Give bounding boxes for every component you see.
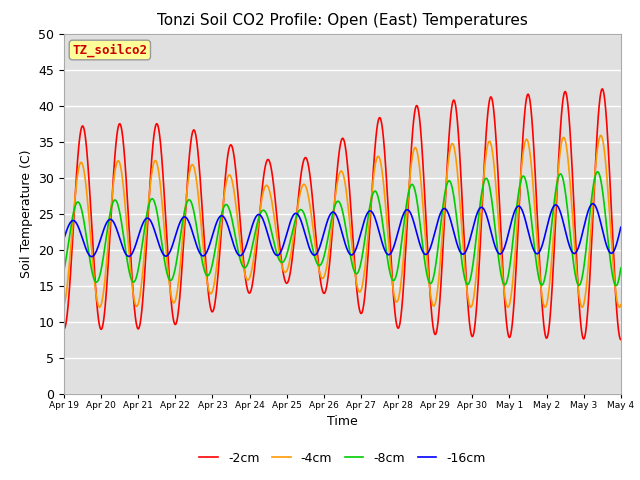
-16cm	[88, 254, 95, 260]
-2cm	[606, 180, 614, 185]
-4cm	[124, 231, 131, 237]
-4cm	[274, 238, 282, 244]
-4cm	[157, 184, 164, 190]
Text: TZ_soilco2: TZ_soilco2	[72, 43, 147, 57]
-2cm	[60, 326, 68, 332]
-16cm	[589, 201, 596, 206]
-16cm	[60, 235, 68, 241]
-16cm	[124, 253, 132, 259]
-16cm	[157, 246, 164, 252]
-4cm	[298, 185, 305, 191]
-2cm	[546, 316, 554, 322]
-8cm	[157, 231, 164, 237]
-16cm	[298, 220, 306, 226]
-8cm	[60, 267, 68, 273]
Line: -2cm: -2cm	[64, 89, 621, 339]
Line: -8cm: -8cm	[64, 172, 621, 286]
Title: Tonzi Soil CO2 Profile: Open (East) Temperatures: Tonzi Soil CO2 Profile: Open (East) Temp…	[157, 13, 528, 28]
-16cm	[546, 212, 554, 218]
-4cm	[617, 301, 625, 307]
-2cm	[617, 336, 625, 342]
-2cm	[598, 86, 606, 92]
X-axis label: Time: Time	[327, 415, 358, 428]
-2cm	[298, 168, 305, 173]
-2cm	[157, 141, 164, 146]
-8cm	[274, 253, 282, 259]
-8cm	[594, 169, 602, 175]
-4cm	[597, 132, 605, 138]
-8cm	[606, 255, 614, 261]
Line: -4cm: -4cm	[64, 135, 621, 307]
-4cm	[616, 304, 623, 310]
Line: -16cm: -16cm	[64, 204, 621, 257]
-4cm	[606, 218, 614, 224]
-2cm	[274, 220, 282, 226]
-2cm	[124, 198, 131, 204]
-8cm	[617, 265, 625, 271]
Y-axis label: Soil Temperature (C): Soil Temperature (C)	[20, 149, 33, 278]
-8cm	[612, 283, 620, 288]
-4cm	[546, 278, 554, 284]
-16cm	[606, 250, 614, 256]
-8cm	[546, 239, 554, 244]
-8cm	[298, 207, 305, 213]
-4cm	[60, 302, 68, 308]
Legend: -2cm, -4cm, -8cm, -16cm: -2cm, -4cm, -8cm, -16cm	[194, 447, 491, 469]
-16cm	[617, 224, 625, 230]
-16cm	[274, 252, 282, 258]
-8cm	[124, 260, 131, 265]
